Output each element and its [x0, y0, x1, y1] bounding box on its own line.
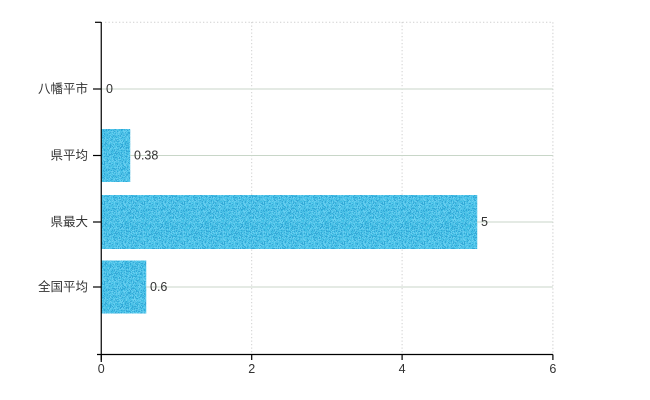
svg-text:0: 0	[106, 82, 113, 96]
svg-text:0.6: 0.6	[150, 280, 167, 294]
svg-text:4: 4	[399, 362, 406, 376]
svg-text:6: 6	[549, 362, 556, 376]
svg-text:5: 5	[481, 215, 488, 229]
svg-text:全国平均: 全国平均	[38, 279, 88, 294]
svg-text:八幡平市: 八幡平市	[38, 81, 88, 96]
svg-text:県最大: 県最大	[50, 215, 88, 229]
svg-text:2: 2	[248, 362, 255, 376]
svg-text:0.38: 0.38	[134, 149, 158, 163]
svg-text:0: 0	[98, 362, 105, 376]
svg-text:県平均: 県平均	[50, 149, 88, 163]
